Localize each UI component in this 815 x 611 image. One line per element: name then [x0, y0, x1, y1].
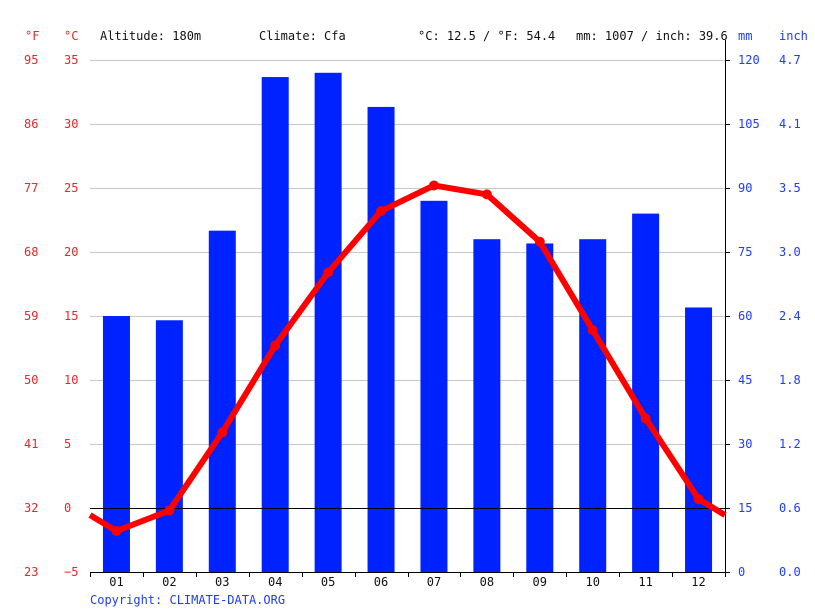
fahrenheit-tick-label: 86	[24, 117, 39, 131]
inch-tick-label: 1.2	[779, 437, 801, 451]
precipitation-bar	[261, 77, 289, 573]
altitude-label: Altitude: 180m	[100, 29, 202, 43]
mm-tick-label: 15	[738, 501, 753, 515]
month-label: 09	[532, 575, 547, 589]
fahrenheit-tick-label: 32	[24, 501, 39, 515]
precipitation-bar	[155, 320, 183, 572]
fahrenheit-unit-label: °F	[25, 29, 40, 43]
month-label: 01	[109, 575, 124, 589]
celsius-tick-label: −5	[64, 565, 79, 579]
inch-tick-label: 2.4	[779, 309, 801, 323]
temperature-point	[481, 189, 492, 200]
month-label: 10	[585, 575, 600, 589]
temperature-point	[534, 236, 545, 247]
temperature-point	[217, 427, 228, 438]
month-label: 06	[373, 575, 389, 589]
month-label: 08	[479, 575, 495, 589]
temperature-point	[270, 340, 281, 351]
precipitation-bar	[420, 200, 448, 573]
temperature-point	[428, 180, 439, 191]
inch-tick-label: 3.5	[779, 181, 801, 195]
month-label: 03	[215, 575, 230, 589]
temperature-point	[587, 325, 598, 336]
inch-tick-label: 3.0	[779, 245, 801, 259]
inch-unit-label: inch	[779, 29, 808, 43]
mm-tick-label: 60	[738, 309, 753, 323]
fahrenheit-tick-label: 50	[24, 373, 39, 387]
mm-tick-label: 90	[738, 181, 753, 195]
celsius-tick-label: 10	[64, 373, 79, 387]
precipitation-bar	[367, 106, 395, 572]
mm-tick-label: 120	[738, 53, 760, 67]
celsius-tick-label: 20	[64, 245, 79, 259]
mm-tick-label: 45	[738, 373, 753, 387]
temperature-point	[323, 267, 334, 278]
fahrenheit-tick-label: 68	[24, 245, 39, 259]
mm-unit-label: mm	[738, 29, 753, 43]
climate-label: Climate: Cfa	[259, 29, 346, 43]
celsius-tick-label: 30	[64, 117, 79, 131]
fahrenheit-tick-label: 59	[24, 309, 39, 323]
month-label: 11	[638, 575, 653, 589]
fahrenheit-tick-label: 77	[24, 181, 39, 195]
precipitation-bar	[526, 243, 554, 572]
mm-tick-label: 75	[738, 245, 753, 259]
mm-tick-label: 0	[738, 565, 746, 579]
average-temperature-label: °C: 12.5 / °F: 54.4	[418, 29, 556, 43]
precipitation-bar	[473, 239, 501, 572]
temperature-point	[640, 413, 651, 424]
inch-tick-label: 4.1	[779, 117, 801, 131]
fahrenheit-tick-label: 95	[24, 53, 39, 67]
precipitation-bar	[314, 72, 342, 573]
precipitation-bar	[632, 213, 660, 572]
temperature-point	[376, 206, 387, 217]
inch-tick-label: 0.0	[779, 565, 801, 579]
fahrenheit-tick-label: 41	[24, 437, 39, 451]
temperature-point	[111, 526, 122, 537]
inch-tick-label: 0.6	[779, 501, 801, 515]
month-label: 12	[691, 575, 706, 589]
precipitation-bar	[208, 230, 236, 572]
celsius-tick-label: 35	[64, 53, 79, 67]
month-label: 04	[267, 575, 283, 589]
precipitation-bar	[579, 239, 607, 572]
celsius-tick-label: 0	[64, 501, 72, 515]
precipitation-total-label: mm: 1007 / inch: 39.6	[576, 29, 728, 43]
mm-tick-label: 30	[738, 437, 753, 451]
temperature-point	[693, 494, 704, 505]
inch-tick-label: 1.8	[779, 373, 801, 387]
celsius-tick-label: 5	[64, 437, 72, 451]
inch-tick-label: 4.7	[779, 53, 801, 67]
month-label: 05	[320, 575, 336, 589]
copyright-link[interactable]: Copyright: CLIMATE-DATA.ORG	[90, 593, 286, 607]
fahrenheit-tick-label: 23	[24, 565, 39, 579]
month-label: 02	[162, 575, 177, 589]
celsius-tick-label: 15	[64, 309, 79, 323]
precipitation-bar	[685, 307, 713, 572]
celsius-tick-label: 25	[64, 181, 79, 195]
temperature-line	[88, 182, 727, 535]
celsius-unit-label: °C	[64, 29, 79, 43]
temperature-point	[164, 505, 175, 516]
mm-tick-label: 105	[738, 117, 760, 131]
month-label: 07	[426, 575, 442, 589]
